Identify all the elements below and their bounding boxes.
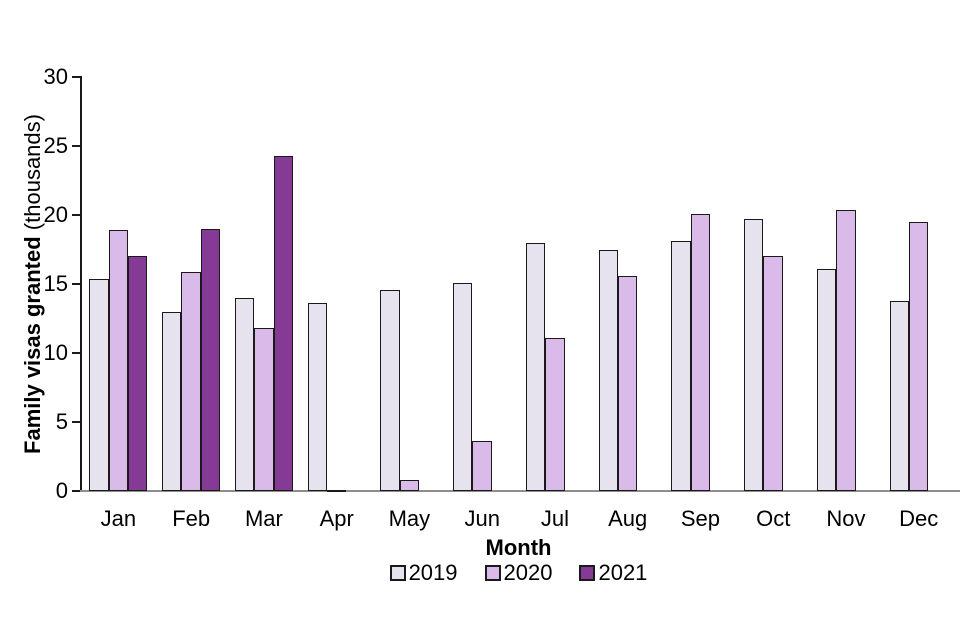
bar-2021-feb <box>200 228 221 491</box>
y-axis-line <box>80 76 82 491</box>
x-tick-label-feb: Feb <box>172 506 211 531</box>
bar-2020-mar <box>254 328 274 491</box>
bar-2020-nov <box>836 209 856 491</box>
y-tick-label: 0 <box>55 478 68 503</box>
bar-2019-jul <box>525 242 546 491</box>
x-tick-label-may: May <box>388 506 431 531</box>
y-tick-mark <box>72 283 80 285</box>
legend: 2019 2020 2021 <box>82 559 955 587</box>
y-tick-label: 20 <box>43 202 68 227</box>
bar-2020-jun <box>472 441 492 491</box>
x-tick-label-dec: Dec <box>899 506 939 531</box>
bar-2020-feb <box>181 271 201 491</box>
x-tick-label-sep: Sep <box>680 506 720 531</box>
bar-2020-sep <box>690 213 711 491</box>
bar-2020-may <box>399 480 420 491</box>
y-tick-label: 10 <box>43 340 68 365</box>
bar-2020-aug <box>617 275 638 491</box>
x-tick-label-mar: Mar <box>244 506 283 531</box>
bar-2019-dec <box>889 300 909 491</box>
y-tick-mark <box>72 421 80 423</box>
legend-swatch-2021 <box>579 565 596 581</box>
y-tick-label: 15 <box>43 271 68 296</box>
bar-2020-jul <box>545 337 565 491</box>
bar-2020-oct <box>763 256 783 491</box>
bar-2019-nov <box>816 268 837 491</box>
bar-2020-jan <box>108 230 129 491</box>
x-tick-label-oct: Oct <box>756 506 791 531</box>
legend-label-2019: 2019 <box>408 560 458 585</box>
x-tick-label-nov: Nov <box>826 506 866 531</box>
legend-item-2020: 2020 <box>484 560 553 586</box>
bar-2021-jan <box>128 256 148 491</box>
legend-label-2021: 2021 <box>598 560 648 585</box>
x-tick-label-jan: Jan <box>100 506 137 531</box>
y-tick-mark <box>72 76 80 78</box>
legend-label-2020: 2020 <box>503 560 553 585</box>
y-tick-mark <box>72 145 80 147</box>
x-tick-label-jul: Jul <box>540 506 569 531</box>
legend-item-2019: 2019 <box>389 560 458 586</box>
bar-2019-jun <box>453 282 473 491</box>
x-tick-label-jun: Jun <box>464 506 500 531</box>
y-tick-label: 5 <box>55 409 68 434</box>
y-tick-mark <box>72 352 80 354</box>
y-tick-label: 25 <box>43 133 68 158</box>
y-tick-mark <box>72 214 80 216</box>
bar-2019-sep <box>671 241 691 491</box>
bar-2019-aug <box>598 249 618 491</box>
legend-swatch-2020 <box>484 565 501 581</box>
x-tick-label-aug: Aug <box>608 506 648 531</box>
x-axis-title: Month <box>485 535 552 560</box>
y-tick-mark <box>72 490 80 492</box>
x-tick-label-apr: Apr <box>319 506 354 531</box>
bar-2020-dec <box>908 221 929 491</box>
bar-2019-oct <box>744 219 764 491</box>
bar-2021-mar <box>273 155 293 491</box>
bar-2020-apr <box>326 489 347 492</box>
bar-2019-feb <box>162 311 182 491</box>
legend-swatch-2019 <box>389 565 406 581</box>
bar-2019-apr <box>307 303 327 491</box>
bar-2019-may <box>380 289 400 491</box>
y-tick-label: 30 <box>43 64 68 89</box>
x-axis-line <box>73 490 960 492</box>
bar-2019-mar <box>234 297 255 491</box>
bar-2019-jan <box>89 278 109 491</box>
legend-item-2021: 2021 <box>579 560 647 586</box>
